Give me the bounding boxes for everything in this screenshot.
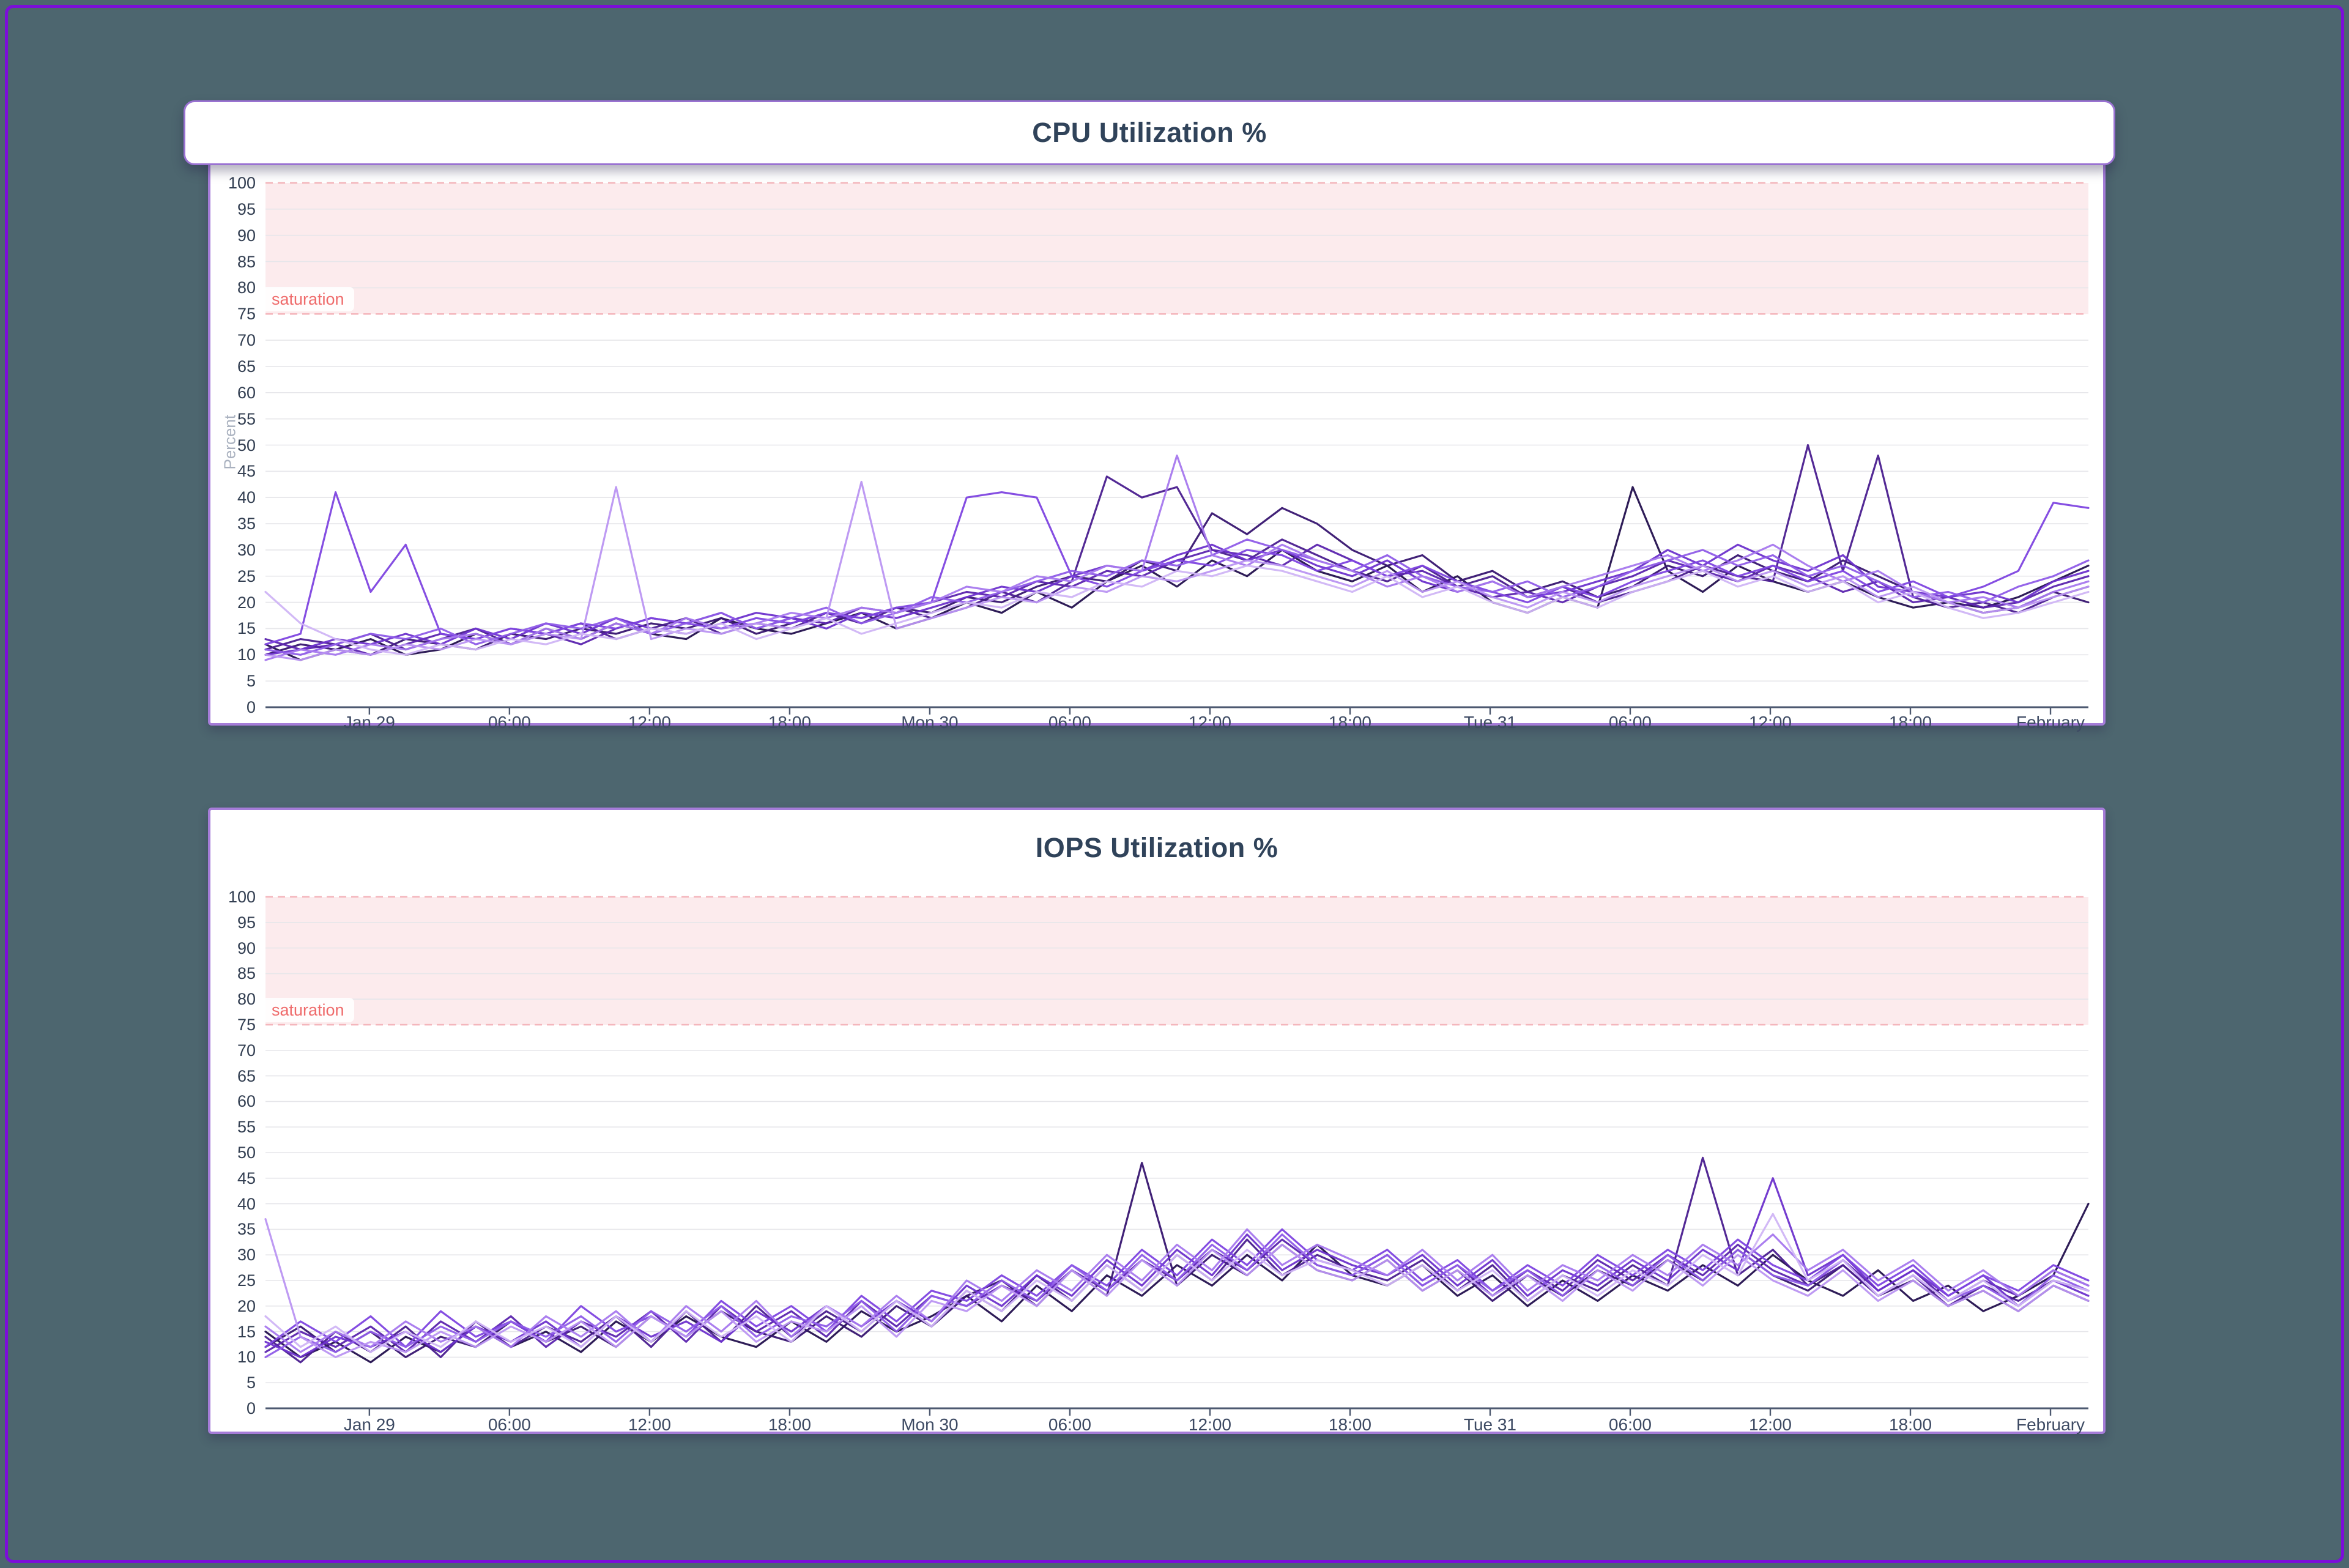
y-axis-tick-label: 85 (237, 252, 256, 271)
x-axis-tick-label: 12:00 (1188, 713, 1231, 732)
cpu-chart-header: CPU Utilization % (184, 100, 2115, 165)
iops-chart-plot[interactable] (264, 896, 2090, 1421)
saturation-band (265, 897, 2088, 1025)
y-axis-tick-label: 25 (237, 567, 256, 585)
y-axis-tick-label: 65 (237, 357, 256, 376)
saturation-annotation: saturation (262, 287, 354, 312)
x-axis-tick-label: 18:00 (1328, 1415, 1371, 1434)
y-axis-tick-label: 90 (237, 938, 256, 957)
x-axis-tick-label: 18:00 (768, 713, 811, 732)
series-line (264, 1218, 2090, 1359)
x-axis-tick-label: 18:00 (1888, 1415, 1932, 1434)
y-axis-tick-label: 60 (237, 383, 256, 402)
y-axis-tick-label: 95 (237, 199, 256, 218)
x-axis-tick-label: 06:00 (488, 1415, 531, 1434)
y-axis-tick-label: 15 (237, 1322, 256, 1341)
x-axis-tick-label: 18:00 (1328, 713, 1371, 732)
series-line (264, 1213, 2090, 1353)
y-axis-tick-label: 100 (228, 174, 256, 192)
x-axis-tick-label: February (2016, 1415, 2085, 1434)
x-axis-tick-label: 12:00 (1748, 713, 1792, 732)
x-axis-tick-label: February (2016, 713, 2085, 732)
x-axis-tick-label: 12:00 (628, 713, 671, 732)
y-axis-tick-label: 45 (237, 462, 256, 481)
y-axis-tick-label: 100 (228, 888, 256, 906)
y-axis-tick-label: 30 (237, 540, 256, 559)
iops-chart-panel: IOPS Utilization % 0 5 10 15 20 25 30 35 40 45 50 5… (208, 808, 2106, 1434)
series-line (264, 1228, 2090, 1353)
x-axis-tick-label: 06:00 (1608, 1415, 1652, 1434)
percent-axis-title: Percent (220, 414, 239, 469)
y-axis-tick-label: 55 (237, 409, 256, 428)
x-axis-tick-label: Mon 30 (901, 713, 959, 732)
iops-chart-title-row: IOPS Utilization % (210, 832, 2103, 864)
y-axis-tick-label: 35 (237, 1220, 256, 1239)
x-axis-tick-label: Jan 29 (343, 1415, 395, 1434)
x-axis-tick-label: Jan 29 (343, 713, 395, 732)
y-axis-tick-label: 15 (237, 619, 256, 638)
series-line (264, 1203, 2090, 1364)
cpu-chart-panel: 0 5 10 15 20 25 30 35 40 45 50 55 60 65 70 75 80 85 90 95 10… (208, 126, 2106, 732)
y-axis-tick-label: 0 (246, 1399, 256, 1418)
cpu-chart-title: CPU Utilization % (1032, 117, 1267, 148)
x-axis-tick-label: 12:00 (1748, 1415, 1792, 1434)
y-axis-tick-label: 20 (237, 593, 256, 612)
y-axis-tick-label: 25 (237, 1271, 256, 1290)
y-axis-tick-label: 5 (246, 672, 256, 691)
series-line (264, 1233, 2090, 1359)
y-axis-tick-label: 45 (237, 1169, 256, 1187)
y-axis-tick-label: 10 (237, 645, 256, 664)
series-line (264, 543, 2090, 656)
y-axis-tick-label: 40 (237, 488, 256, 507)
series-line (264, 455, 2090, 661)
y-axis-tick-label: 50 (237, 1143, 256, 1162)
x-axis-tick-label: 06:00 (488, 713, 531, 732)
y-axis-tick-label: 50 (237, 436, 256, 455)
series-line (264, 444, 2090, 651)
y-axis-tick-label: 85 (237, 964, 256, 983)
y-axis-tick-label: 80 (237, 990, 256, 1009)
x-axis-tick-label: 06:00 (1048, 713, 1091, 732)
saturation-annotation: saturation (262, 998, 354, 1022)
x-axis-tick-label: Tue 31 (1463, 1415, 1517, 1434)
x-axis-tick-label: Mon 30 (901, 1415, 959, 1434)
series-line (264, 1162, 2090, 1359)
iops-chart-title: IOPS Utilization % (1035, 832, 1278, 863)
x-axis-tick-label: 06:00 (1048, 1415, 1091, 1434)
series-line (264, 1177, 2090, 1359)
x-axis-tick-label: 12:00 (628, 1415, 671, 1434)
y-axis-tick-label: 5 (246, 1373, 256, 1392)
y-axis-tick-label: 35 (237, 515, 256, 533)
cpu-chart-plot[interactable] (264, 182, 2090, 719)
y-axis-tick-label: 90 (237, 226, 256, 245)
y-axis-tick-label: 80 (237, 278, 256, 297)
x-axis-tick-label: 18:00 (768, 1415, 811, 1434)
y-axis-tick-label: 65 (237, 1066, 256, 1085)
y-axis-tick-label: 75 (237, 1016, 256, 1034)
series-line (264, 1228, 2090, 1348)
y-axis-tick-label: 75 (237, 305, 256, 324)
x-axis-tick-label: 12:00 (1188, 1415, 1231, 1434)
y-axis-tick-label: 40 (237, 1194, 256, 1213)
series-line (264, 538, 2090, 656)
saturation-band (265, 183, 2088, 314)
y-axis-tick-label: 60 (237, 1092, 256, 1111)
series-line (264, 564, 2090, 656)
y-axis-tick-label: 0 (246, 698, 256, 716)
y-axis-tick-label: 70 (237, 331, 256, 350)
y-axis-tick-label: 30 (237, 1246, 256, 1265)
y-axis-tick-label: 70 (237, 1041, 256, 1060)
x-axis-tick-label: 06:00 (1608, 713, 1652, 732)
y-axis-tick-label: 95 (237, 913, 256, 932)
y-axis-tick-label: 55 (237, 1118, 256, 1137)
y-axis-tick-label: 10 (237, 1348, 256, 1367)
y-axis-tick-label: 20 (237, 1296, 256, 1315)
x-axis-tick-label: 18:00 (1888, 713, 1932, 732)
x-axis-tick-label: Tue 31 (1463, 713, 1517, 732)
